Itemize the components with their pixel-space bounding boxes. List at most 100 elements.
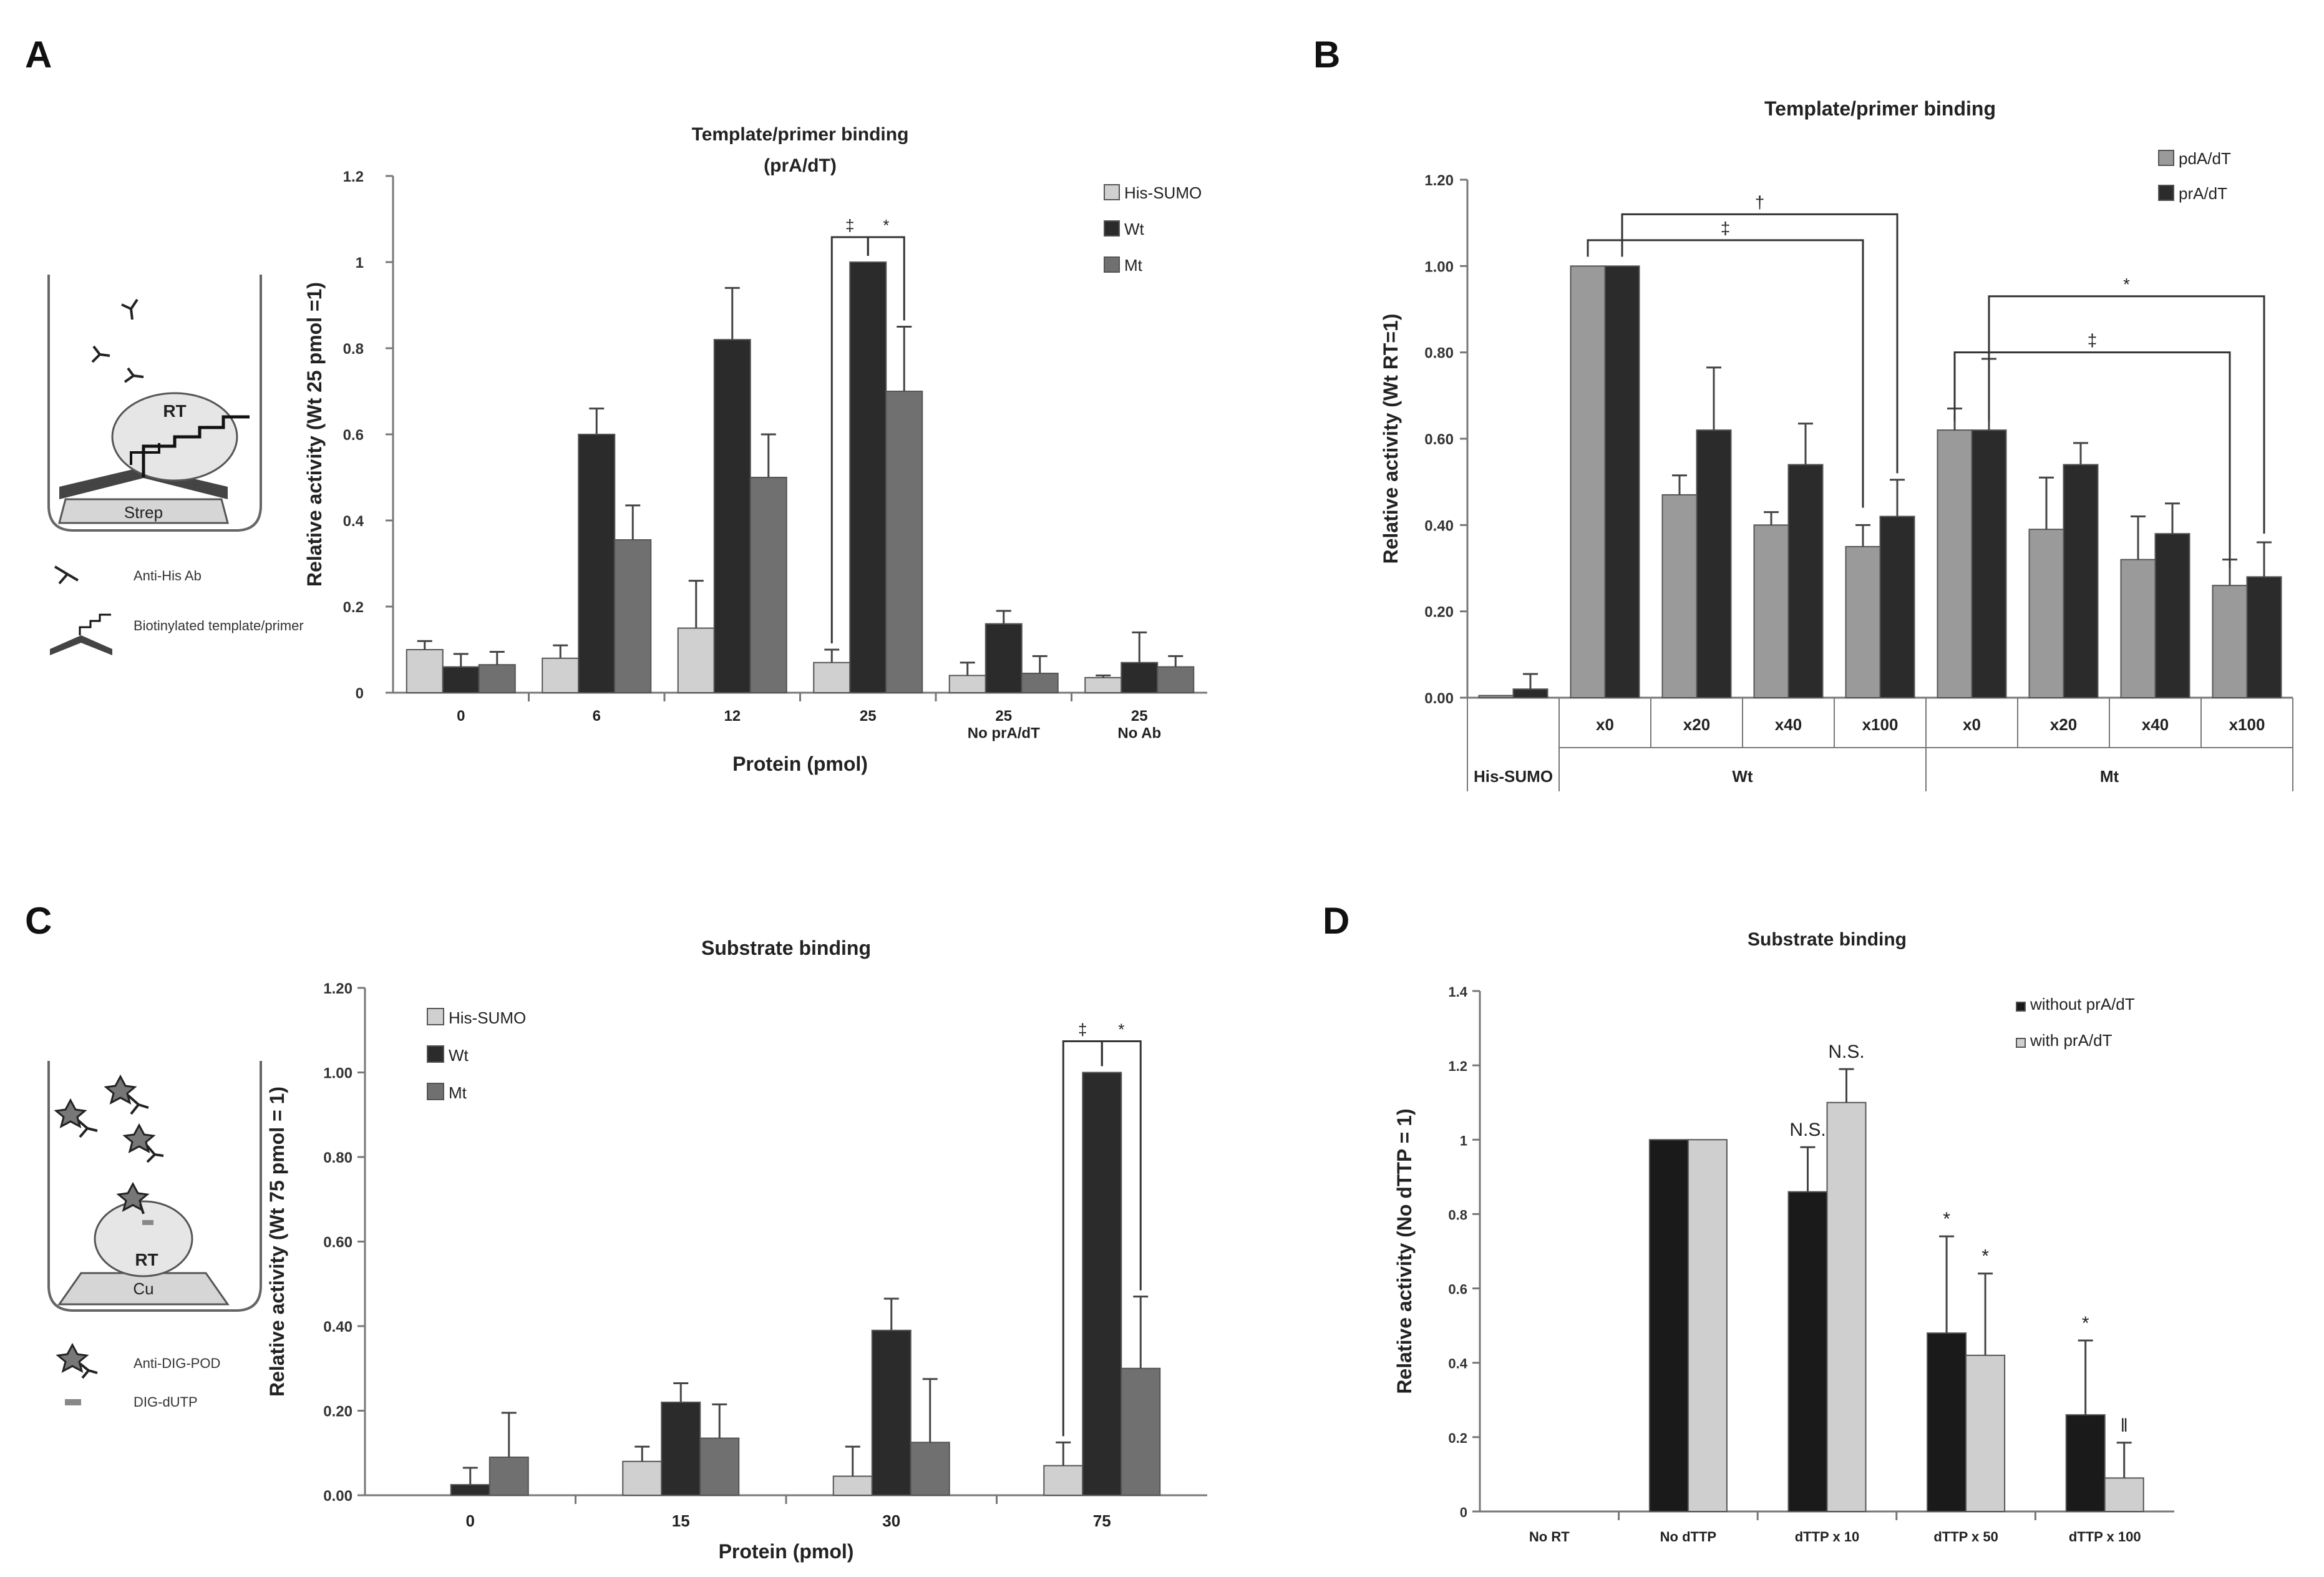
significance-symbol: ‡: [1078, 1020, 1087, 1039]
significance-bracket: [1587, 239, 1864, 508]
x-tick-label: dTTP x 10: [1795, 1529, 1860, 1545]
rt-label: RT: [163, 401, 186, 421]
y-tick-label: 0.80: [1424, 345, 1454, 362]
chart-title: Template/primer binding: [692, 124, 909, 145]
x-tick-label: 25: [860, 708, 877, 725]
bar: [1661, 494, 1698, 699]
bar: [677, 627, 715, 693]
significance-mark: ‖: [2120, 1415, 2127, 1436]
legend-swatch: [2016, 1002, 2026, 1012]
significance-symbol: ‡: [2088, 331, 2098, 350]
bar: [2063, 464, 2099, 698]
anti-his-ab-icon: [54, 565, 79, 585]
bar: [699, 1437, 740, 1496]
copper-surface: [57, 1272, 230, 1306]
bar: [749, 477, 787, 693]
y-tick-label: 0.80: [323, 1150, 352, 1166]
bar: [885, 391, 923, 693]
significance-symbol: ‡: [1721, 218, 1731, 238]
y-tick-label: 1.4: [1448, 984, 1467, 1000]
bar: [1971, 429, 2007, 699]
significance-symbol: *: [2123, 275, 2130, 294]
panel-label-a: A: [25, 34, 52, 76]
x-tick-label: No RT: [1529, 1529, 1570, 1545]
y-axis-label: Relative activity (Wt 75 pmol = 1): [266, 1086, 288, 1397]
significance-mark: *: [1981, 1246, 1989, 1267]
legend-swatch: [427, 1083, 444, 1100]
y-tick-label: 0.2: [343, 599, 364, 616]
antibody-icon: [91, 298, 144, 383]
x-tick-label: No prA/dT: [968, 725, 1040, 742]
x-tick-label: His-SUMO: [1474, 767, 1553, 786]
assay-diagram-a: Strep RT Anti-His Ab Biotinylated templa…: [47, 275, 304, 655]
legend-label: prA/dT: [2179, 184, 2227, 203]
significance-mark: *: [2082, 1313, 2089, 1334]
bar: [2028, 529, 2064, 698]
y-tick-label: 0: [1460, 1505, 1467, 1520]
biotinylated-template-primer-icon: [50, 613, 112, 655]
y-tick-label: 1: [356, 255, 364, 271]
legend-swatch: [427, 1045, 444, 1063]
anti-dig-antibody-lines: [77, 1094, 164, 1214]
legend-label: His-SUMO: [1124, 183, 1202, 202]
y-tick-label: 1.20: [1424, 172, 1454, 189]
x-tick-label: dTTP x 100: [2069, 1529, 2141, 1545]
significance-symbol: *: [883, 216, 889, 235]
legend-swatch: [1104, 220, 1120, 237]
bar: [1937, 429, 1973, 699]
x-tick-label: x40: [1775, 715, 1802, 734]
x-tick-label: x0: [1596, 715, 1614, 734]
panel-label-d: D: [1323, 900, 1349, 942]
bar: [871, 1329, 912, 1496]
streptavidin-surface: [58, 498, 229, 524]
bar: [1648, 1139, 1689, 1513]
x-tick-label: 25: [1131, 708, 1148, 725]
x-tick-label: x0: [1963, 715, 1981, 734]
x-tick-label: 25: [995, 708, 1012, 725]
bar: [622, 1460, 663, 1496]
rt-enzyme-c: [94, 1200, 193, 1277]
chart-d: Substrate binding 0 0.2 0.4 0.6 0.8 1 1.2 1.4 Rel…: [1393, 929, 2174, 1545]
panel-label-b: B: [1313, 34, 1340, 76]
bar: [1927, 1332, 1967, 1512]
legend-swatch: [1104, 256, 1120, 273]
y-tick-label: 0.2: [1448, 1430, 1467, 1446]
bar: [1753, 524, 1789, 698]
bar: [578, 434, 616, 693]
y-tick-label: 0: [356, 685, 364, 702]
bar: [985, 623, 1023, 693]
bar: [1121, 1367, 1161, 1496]
y-tick-label: 1.00: [1424, 258, 1454, 275]
surface-label: Strep: [124, 503, 163, 522]
x-tick-label: x100: [1862, 715, 1899, 734]
panel-label-c: C: [25, 900, 52, 942]
significance-symbol: *: [1118, 1020, 1124, 1039]
legend-swatch: [2016, 1038, 2026, 1048]
bar: [542, 657, 580, 694]
bar: [910, 1442, 950, 1496]
y-axis-label: Relative activity (No dTTP = 1): [1393, 1108, 1416, 1394]
x-axis-label: Protein (pmol): [719, 1540, 854, 1563]
significance-symbol: ‡: [845, 216, 854, 235]
legend-anti-his-ab: Anti-His Ab: [134, 568, 202, 583]
bar: [1082, 1072, 1122, 1496]
bar: [489, 1457, 529, 1496]
dig-dutp-mark: [142, 1220, 153, 1225]
chart-b: Template/primer binding 0.00 0.20 0.40 0.60 0…: [1379, 97, 2293, 791]
rt-label-c: RT: [135, 1250, 158, 1269]
legend-swatch: [2158, 150, 2174, 166]
bar: [2104, 1477, 2144, 1513]
legend-dig-dutp: DIG-dUTP: [134, 1394, 198, 1410]
assay-diagram-c: Cu RT Anti-DIG-POD DIG-dUTP: [47, 1061, 262, 1410]
bar: [2212, 585, 2248, 699]
well-outline: [47, 275, 262, 532]
legend-anti-dig-pod: Anti-DIG-POD: [134, 1355, 220, 1371]
bar: [1845, 545, 1881, 699]
bar: [1512, 688, 1549, 698]
y-tick-label: 0.20: [323, 1404, 352, 1420]
y-axis-label: Relative activity (Wt RT=1): [1379, 314, 1402, 564]
x-tick-label: x20: [2050, 715, 2077, 734]
y-tick-label: 0.40: [323, 1319, 352, 1335]
legend-swatch: [2158, 185, 2174, 201]
